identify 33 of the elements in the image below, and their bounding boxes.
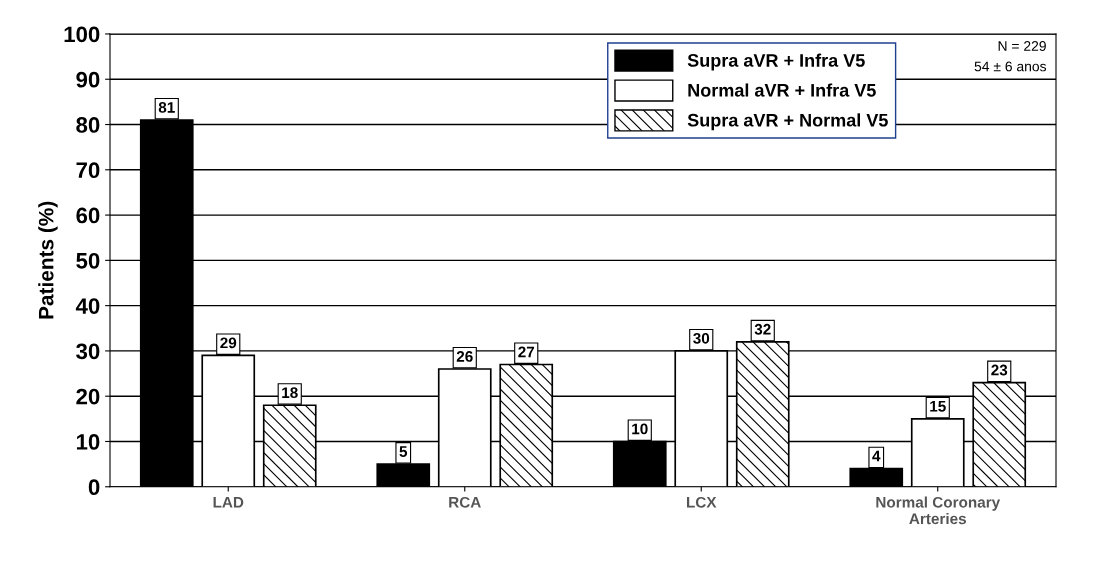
data-label: 81 xyxy=(158,101,175,113)
y-tick-label: 80 xyxy=(76,117,100,133)
legend-label: Supra aVR + Infra V5 xyxy=(687,53,865,71)
y-tick-label: 90 xyxy=(76,71,100,88)
y-tick-label: 40 xyxy=(75,298,100,314)
x-tick-label: LCX xyxy=(686,496,717,508)
annotation: 54 ± 6 anos xyxy=(974,61,1047,72)
data-label: 15 xyxy=(930,400,946,412)
data-label: 23 xyxy=(991,364,1008,376)
x-tick-label: Normal Coronary Arteries xyxy=(876,496,1001,525)
data-label: 4 xyxy=(872,450,881,462)
data-label: 10 xyxy=(632,423,648,435)
data-label: 26 xyxy=(456,351,473,362)
y-tick-label: 60 xyxy=(76,207,100,224)
y-tick-label: 50 xyxy=(76,252,100,269)
x-tick-label: LAD xyxy=(213,497,244,508)
y-tick-label: 10 xyxy=(76,434,100,450)
data-label: 29 xyxy=(220,337,237,349)
data-label: 27 xyxy=(518,346,535,358)
y-tick-label: 70 xyxy=(76,162,100,179)
data-label: 32 xyxy=(754,323,771,335)
data-label: 30 xyxy=(693,332,710,344)
y-tick-label: 20 xyxy=(76,388,100,405)
annotation: N = 229 xyxy=(998,41,1046,51)
legend-label: Normal aVR + Infra V5 xyxy=(688,83,876,97)
y-tick-label: 0 xyxy=(88,479,100,496)
y-tick-label: 30 xyxy=(76,343,100,360)
y-axis-title: Patients (%) xyxy=(38,201,58,319)
legend-label: Supra aVR + Normal V5 xyxy=(687,113,888,131)
data-label: 18 xyxy=(282,387,298,399)
data-label: 5 xyxy=(399,446,408,457)
y-tick-label: 100 xyxy=(64,26,100,43)
x-tick-label: RCA xyxy=(449,496,481,508)
